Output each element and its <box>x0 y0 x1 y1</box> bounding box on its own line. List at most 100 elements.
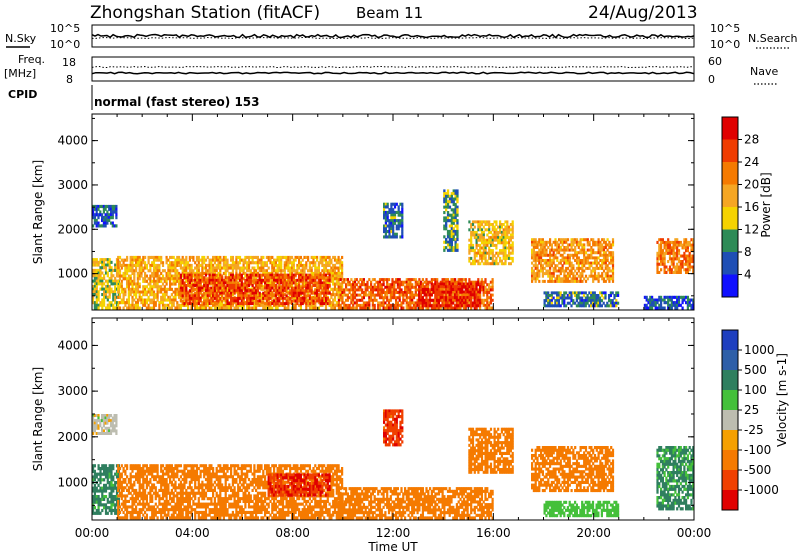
data-cell <box>210 263 213 267</box>
data-cell <box>583 238 586 242</box>
data-cell <box>114 263 117 267</box>
data-cell <box>301 258 304 262</box>
data-cell <box>554 277 557 281</box>
data-cell <box>556 279 559 283</box>
data-cell <box>122 261 125 265</box>
data-cell <box>337 282 340 286</box>
data-cell <box>545 296 548 300</box>
data-cell <box>323 284 326 287</box>
data-cell <box>593 251 597 255</box>
data-cell <box>212 269 215 273</box>
data-cell <box>240 286 243 290</box>
data-cell <box>271 281 274 285</box>
data-cell <box>151 306 154 310</box>
data-cell <box>278 301 281 305</box>
data-cell <box>345 288 348 292</box>
data-cell <box>115 216 118 220</box>
data-cell <box>106 271 109 275</box>
data-cell <box>610 269 613 273</box>
data-cell <box>418 290 421 294</box>
data-cell <box>545 261 548 265</box>
data-cell <box>93 216 96 220</box>
data-cell <box>405 298 408 302</box>
data-cell <box>183 302 186 306</box>
data-cell <box>104 285 108 289</box>
data-cell <box>108 266 111 270</box>
data-cell <box>224 261 227 265</box>
data-cell <box>382 306 385 310</box>
data-cell <box>294 291 297 295</box>
data-cell <box>471 249 475 253</box>
data-cell <box>326 284 329 287</box>
data-cell <box>115 224 118 228</box>
data-cell <box>194 299 197 303</box>
data-cell <box>249 276 252 280</box>
data-cell <box>482 236 485 240</box>
data-cell <box>425 283 428 287</box>
data-cell <box>203 299 206 303</box>
data-cell <box>480 278 483 282</box>
data-cell <box>350 301 353 305</box>
data-cell <box>314 301 317 305</box>
data-cell <box>482 298 485 302</box>
data-cell <box>590 246 593 249</box>
data-cell <box>532 251 535 255</box>
data-cell <box>226 261 229 265</box>
data-cell <box>258 258 261 262</box>
data-cell <box>287 255 290 259</box>
data-cell <box>328 263 331 267</box>
data-cell <box>389 293 392 297</box>
data-cell <box>129 290 132 294</box>
data-cell <box>407 283 410 287</box>
data-cell <box>213 303 216 307</box>
data-cell <box>468 259 471 263</box>
data-cell <box>536 277 539 281</box>
data-cell <box>156 269 159 273</box>
data-cell <box>386 285 389 289</box>
data-cell <box>597 248 600 252</box>
data-cell <box>400 291 403 294</box>
data-cell <box>194 273 197 277</box>
data-cell <box>308 269 311 273</box>
data-cell <box>324 255 328 259</box>
data-cell <box>133 298 136 302</box>
data-cell <box>138 271 141 275</box>
data-cell <box>450 278 453 282</box>
data-cell <box>273 269 276 273</box>
data-cell <box>425 285 428 289</box>
data-cell <box>361 288 364 292</box>
data-cell <box>264 302 267 306</box>
data-cell <box>471 220 475 224</box>
data-cell <box>127 303 130 307</box>
data-cell <box>470 262 473 266</box>
data-cell <box>343 278 346 282</box>
data-cell <box>114 298 117 302</box>
data-cell <box>538 261 541 265</box>
data-cell <box>138 261 141 265</box>
data-cell <box>577 259 580 262</box>
data-cell <box>452 221 455 225</box>
data-cell <box>124 274 127 278</box>
data-cell <box>556 294 559 297</box>
data-cell <box>389 303 392 307</box>
data-cell <box>350 306 353 310</box>
data-cell <box>534 279 537 283</box>
data-cell <box>328 258 331 262</box>
data-cell <box>321 255 324 259</box>
data-cell <box>443 248 446 252</box>
data-cell <box>314 269 317 273</box>
data-cell <box>152 295 156 299</box>
data-cell <box>443 290 446 294</box>
data-cell <box>240 296 243 300</box>
data-cell <box>470 285 473 289</box>
data-cell <box>204 281 208 285</box>
data-cell <box>217 295 220 299</box>
data-cell <box>249 278 252 282</box>
data-cell <box>470 298 473 302</box>
data-cell <box>454 202 457 206</box>
data-cell <box>556 243 559 247</box>
data-cell <box>267 273 270 277</box>
data-cell <box>101 293 104 297</box>
data-cell <box>253 278 256 282</box>
data-cell <box>570 253 573 257</box>
